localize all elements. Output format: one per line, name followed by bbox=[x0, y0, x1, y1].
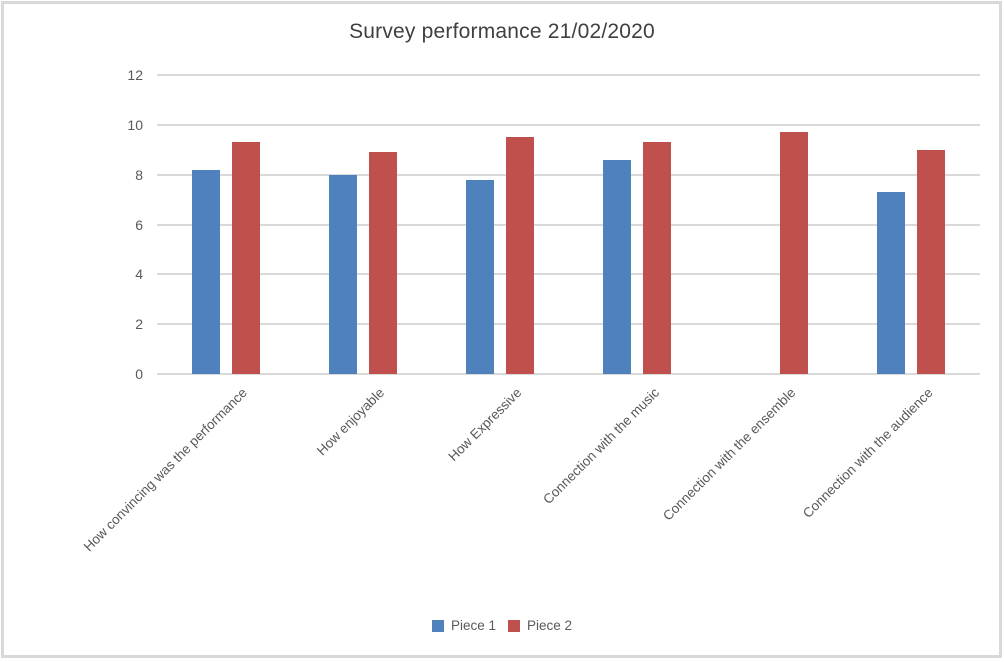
legend-item: Piece 1 bbox=[431, 618, 496, 633]
y-axis-tick-label: 2 bbox=[135, 316, 143, 333]
gridline bbox=[157, 273, 980, 276]
legend: Piece 1 Piece 2 bbox=[0, 618, 1004, 633]
bar-piece-2 bbox=[917, 149, 946, 374]
gridline bbox=[157, 373, 980, 375]
legend-item: Piece 2 bbox=[508, 618, 572, 633]
legend-label: Piece 1 bbox=[450, 618, 496, 633]
bar-piece-1 bbox=[465, 179, 494, 374]
x-axis-category-label: How Expressive bbox=[445, 385, 525, 465]
x-axis-category-label: Connection with the ensemble bbox=[660, 385, 799, 524]
bar-piece-2 bbox=[368, 152, 397, 374]
y-axis-tick-label: 10 bbox=[127, 116, 143, 133]
chart-title: Survey performance 21/02/2020 bbox=[349, 20, 655, 43]
x-axis-category-label: How convincing was the performance bbox=[80, 385, 251, 555]
y-axis-tick-label: 0 bbox=[135, 366, 143, 382]
bar-piece-2 bbox=[643, 142, 672, 374]
x-axis-category-label: Connection with the audience bbox=[800, 385, 937, 521]
bar-piece-1 bbox=[603, 159, 632, 374]
bar-piece-2 bbox=[231, 142, 260, 374]
legend-swatch bbox=[431, 619, 444, 632]
gridline bbox=[157, 123, 980, 126]
y-axis-tick-label: 8 bbox=[135, 166, 143, 183]
legend-swatch bbox=[508, 619, 520, 632]
bar-piece-2 bbox=[780, 132, 809, 374]
bar-piece-1 bbox=[191, 169, 220, 374]
y-axis-tick-label: 4 bbox=[135, 266, 143, 283]
bar-piece-1 bbox=[328, 174, 357, 374]
gridline bbox=[157, 323, 980, 326]
y-axis-tick-label: 12 bbox=[127, 67, 143, 83]
legend-label: Piece 2 bbox=[527, 618, 573, 633]
gridline bbox=[157, 74, 980, 76]
x-axis-category-label: Connection with the music bbox=[539, 385, 662, 508]
bar-piece-2 bbox=[505, 137, 534, 374]
plot-area bbox=[157, 74, 980, 375]
gridline bbox=[157, 173, 980, 176]
bar-piece-1 bbox=[877, 192, 906, 374]
x-axis-labels: How convincing was the performance How en… bbox=[81, 385, 980, 600]
x-axis-category-label: How enjoyable bbox=[314, 385, 388, 459]
y-axis-labels: 0 2 4 6 8 10 12 bbox=[0, 67, 143, 382]
gridline bbox=[157, 223, 980, 226]
y-axis-tick-label: 6 bbox=[135, 216, 143, 233]
